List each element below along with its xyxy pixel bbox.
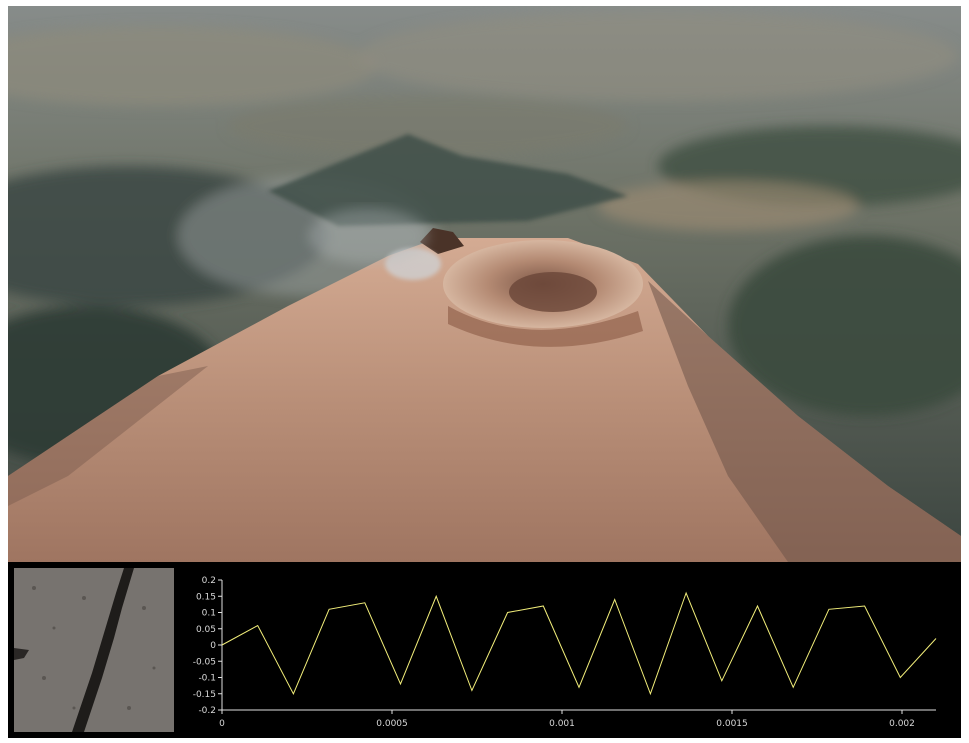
volcano-photo	[8, 6, 961, 562]
x-tick-label: 0.001	[549, 719, 575, 729]
y-tick-label: 0.15	[196, 592, 216, 602]
y-tick-label: 0	[210, 641, 216, 651]
y-tick-label: -0.1	[198, 674, 216, 684]
waveform-chart: 0.2 0.15 0.1 0.05 0 -0.05 -0.1 -0.15 -0.2 0 0.000…	[193, 576, 937, 729]
y-tick-label: -0.2	[198, 706, 216, 716]
y-tick-label: -0.05	[193, 657, 216, 667]
y-tick-label: -0.15	[193, 690, 216, 700]
rock-sample-image	[14, 568, 174, 732]
x-tick-label: 0.0005	[376, 719, 408, 729]
y-tick-label: 0.2	[202, 576, 216, 586]
x-tick-label: 0	[219, 719, 225, 729]
volcano-photo-art	[8, 6, 961, 562]
y-tick-label: 0.1	[202, 609, 216, 619]
x-tick-label: 0.0015	[716, 719, 748, 729]
y-axis: 0.2 0.15 0.1 0.05 0 -0.05 -0.1 -0.15 -0.2	[193, 576, 223, 716]
bottom-strip: 0.2 0.15 0.1 0.05 0 -0.05 -0.1 -0.15 -0.2 0 0.000…	[8, 562, 961, 738]
x-tick-label: 0.002	[889, 719, 915, 729]
x-axis: 0 0.0005 0.001 0.0015 0.002	[219, 709, 936, 729]
y-tick-label: 0.05	[196, 625, 216, 635]
series-line	[221, 591, 937, 696]
rock-sample-art	[14, 568, 174, 732]
